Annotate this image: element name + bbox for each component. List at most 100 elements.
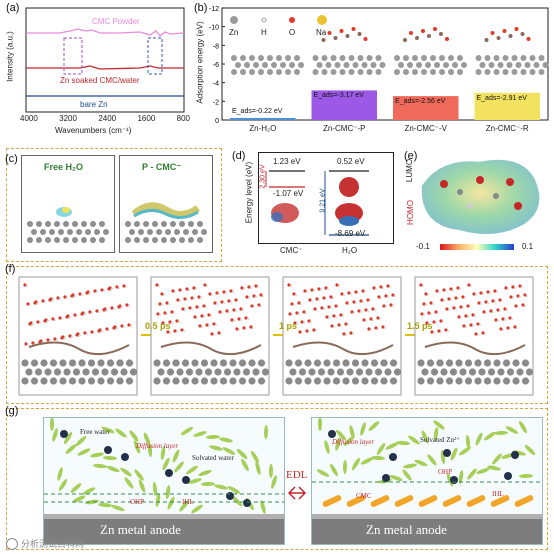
water-atom bbox=[287, 283, 291, 287]
water-molecule bbox=[227, 486, 241, 494]
water-h-atom bbox=[299, 302, 303, 306]
zn-atom bbox=[493, 55, 500, 61]
zn-atom bbox=[304, 359, 312, 367]
water-h-atom bbox=[192, 297, 196, 301]
zn-atom bbox=[502, 69, 509, 75]
water-h-atom bbox=[222, 301, 226, 305]
water-atom bbox=[118, 304, 122, 308]
water-atom bbox=[366, 298, 370, 302]
cmc-atom bbox=[508, 34, 513, 38]
water-molecule bbox=[371, 455, 385, 461]
zn-atom bbox=[231, 55, 237, 61]
water-h-atom bbox=[426, 293, 430, 297]
water-atom bbox=[165, 301, 169, 305]
zn-atom bbox=[261, 368, 270, 376]
zn-atom bbox=[502, 359, 511, 367]
water-h-atom bbox=[342, 293, 346, 297]
zn-atom bbox=[87, 377, 96, 385]
water-atom bbox=[350, 310, 354, 314]
zn-atom bbox=[317, 368, 326, 376]
energy-level-frame: 1.23 eV -1.07 eV 2.30 eV 0.52 eV -8.69 e… bbox=[258, 152, 394, 244]
zn-atom bbox=[63, 237, 69, 243]
water-atom bbox=[476, 322, 480, 326]
zn-atom bbox=[312, 55, 319, 61]
water-atom bbox=[218, 310, 222, 314]
zn-ion bbox=[243, 499, 251, 507]
water-atom bbox=[305, 329, 309, 333]
zn-atom bbox=[488, 62, 495, 68]
water-h-atom bbox=[459, 316, 463, 320]
zn-atom bbox=[153, 359, 161, 367]
zn-atom bbox=[134, 237, 140, 243]
f-step-3: 1.5 ps bbox=[407, 321, 433, 331]
zn-atom bbox=[188, 221, 194, 227]
zn-atom bbox=[361, 359, 369, 367]
zn-atom bbox=[81, 237, 87, 243]
water-h-atom bbox=[505, 308, 509, 312]
water-h-atom bbox=[432, 331, 436, 335]
water-atom bbox=[432, 320, 436, 324]
zn-ion bbox=[165, 469, 173, 477]
zn-atom bbox=[280, 62, 286, 68]
g-right-anode: Zn metal anode bbox=[366, 522, 447, 537]
zn-atom bbox=[195, 368, 203, 376]
water-h-atom bbox=[386, 295, 390, 299]
water-atom bbox=[66, 314, 70, 318]
zn-atom bbox=[289, 368, 297, 376]
water-atom bbox=[424, 292, 428, 296]
water-h-atom bbox=[26, 343, 30, 347]
water-h-atom bbox=[373, 308, 377, 312]
g-left-free-water: Free water bbox=[80, 428, 110, 436]
zn-atom bbox=[174, 229, 180, 235]
water-h-atom bbox=[384, 305, 388, 309]
e-scale-min: -0.1 bbox=[416, 242, 430, 251]
zn-atom bbox=[276, 69, 282, 75]
water-atom bbox=[347, 291, 351, 295]
water-atom bbox=[259, 293, 263, 297]
zn-atom bbox=[430, 368, 439, 376]
zn-atom bbox=[27, 237, 33, 243]
water-molecule bbox=[77, 448, 91, 456]
zn-atom bbox=[219, 377, 228, 385]
zn-atom bbox=[125, 221, 131, 227]
zn-atom bbox=[521, 377, 530, 385]
water-molecule bbox=[251, 450, 259, 464]
cmc-molecule bbox=[322, 495, 342, 507]
zn-atom bbox=[361, 62, 368, 68]
zn-atom bbox=[82, 368, 90, 376]
zn-atom bbox=[468, 368, 477, 376]
water-h-atom bbox=[304, 311, 308, 315]
water-atom bbox=[471, 313, 475, 317]
zn-atom bbox=[45, 237, 51, 243]
water-molecule bbox=[271, 475, 277, 489]
water-h-atom bbox=[185, 298, 189, 302]
p-cmc-title: P - CMC⁻ bbox=[142, 162, 182, 172]
zn-atom-legend-icon bbox=[230, 16, 238, 24]
water-h-atom bbox=[442, 299, 446, 303]
zn-atom bbox=[434, 62, 440, 68]
water-h-atom bbox=[158, 313, 162, 317]
zn-atom bbox=[249, 69, 255, 75]
water-h-atom bbox=[85, 332, 89, 336]
b-category: Zn-CMC⁻-P bbox=[323, 124, 366, 133]
zn-atom bbox=[240, 55, 246, 61]
zn-atom bbox=[487, 368, 496, 376]
water-molecule bbox=[214, 484, 228, 490]
cmc-atom bbox=[484, 38, 489, 42]
water-atom bbox=[83, 331, 87, 335]
cmc-atom bbox=[357, 32, 362, 36]
zn-atom bbox=[214, 368, 222, 376]
water-molecule bbox=[191, 504, 203, 514]
zn-atom bbox=[191, 359, 199, 367]
water-h-atom bbox=[239, 318, 243, 322]
water-h-atom bbox=[436, 311, 440, 315]
water-h-atom bbox=[178, 299, 182, 303]
water-atom bbox=[31, 341, 35, 345]
water-h-atom bbox=[75, 314, 79, 318]
water-atom bbox=[391, 293, 395, 297]
water-h-atom bbox=[444, 289, 448, 293]
water-atom bbox=[36, 320, 40, 324]
water-h-atom bbox=[55, 338, 59, 342]
water-atom bbox=[313, 307, 317, 311]
zn-atom bbox=[325, 62, 332, 68]
